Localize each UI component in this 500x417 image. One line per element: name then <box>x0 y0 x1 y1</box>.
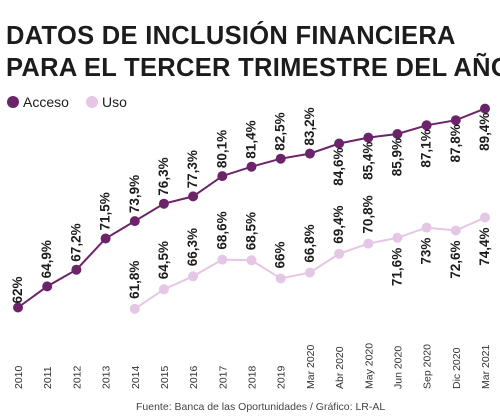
data-label-uso: 61,8% <box>127 261 142 299</box>
x-tick-label: May 2020 <box>363 343 375 389</box>
point-acceso <box>217 171 228 182</box>
point-acceso <box>100 233 111 244</box>
legend-marker-acceso <box>7 96 19 108</box>
x-tick-label: Mar 2020 <box>305 344 317 389</box>
x-tick-label: 2013 <box>101 365 113 389</box>
point-uso <box>158 284 169 295</box>
point-acceso <box>158 198 169 209</box>
data-label-uso: 74,4% <box>477 228 492 266</box>
point-acceso <box>392 129 403 139</box>
point-acceso <box>450 115 461 126</box>
chart-subtitle: PARA EL TERCER TRIMESTRE DEL AÑO <box>6 52 500 82</box>
point-acceso <box>42 281 53 292</box>
x-tick-label: 2016 <box>188 365 200 389</box>
data-label-uso: 66,8% <box>302 224 317 262</box>
data-label-uso: 64,5% <box>156 241 171 279</box>
point-uso <box>363 238 374 249</box>
data-label-acceso: 73,9% <box>127 175 142 213</box>
data-label-uso: 71,6% <box>389 248 404 286</box>
data-label-acceso: 87,8% <box>448 124 463 162</box>
data-label-acceso: 87,1% <box>419 129 434 167</box>
data-label-acceso: 81,4% <box>244 120 259 158</box>
point-uso <box>334 248 345 259</box>
data-label-acceso: 76,3% <box>156 157 171 195</box>
point-acceso <box>480 103 490 114</box>
point-acceso <box>129 216 140 227</box>
x-tick-label: 2019 <box>276 365 288 389</box>
x-tick-label: Mar 2021 <box>480 344 492 389</box>
x-tick-label: 2017 <box>217 365 229 389</box>
point-acceso <box>304 148 315 159</box>
legend-marker-uso <box>86 96 98 108</box>
data-label-uso: 73% <box>419 238 434 265</box>
data-label-uso: 68,5% <box>244 212 259 250</box>
point-uso <box>275 273 286 284</box>
point-acceso <box>71 264 82 275</box>
data-label-uso: 72,6% <box>448 241 463 279</box>
x-tick-label: 2014 <box>130 365 142 389</box>
data-label-uso: 66% <box>273 241 288 268</box>
data-label-acceso: 77,3% <box>185 150 200 188</box>
data-label-acceso: 84,6% <box>331 148 346 186</box>
x-tick-label: 2012 <box>71 365 83 389</box>
point-uso <box>480 212 490 223</box>
point-uso <box>421 222 432 233</box>
data-label-uso: 70,8% <box>360 195 375 233</box>
point-acceso <box>188 191 199 202</box>
data-label-acceso: 89,4% <box>477 113 492 151</box>
chart-title: DATOS DE INCLUSIÓN FINANCIERA <box>6 20 456 50</box>
data-label-uso: 69,4% <box>331 206 346 244</box>
legend-label-uso: Uso <box>102 94 127 110</box>
source-note: Fuente: Banca de las Oportunidades / Grá… <box>136 401 385 413</box>
point-acceso <box>334 138 345 149</box>
plot-area: 62% 64,9% 67,2% 71,5% 73,9% 76,3% 77,3% 80,1% 81… <box>10 103 492 314</box>
x-tick-label: Dic 2020 <box>451 347 463 389</box>
point-acceso <box>246 161 257 172</box>
legend: Acceso Uso <box>7 94 127 110</box>
point-acceso <box>275 153 286 164</box>
data-label-acceso: 62% <box>10 276 25 303</box>
data-label-acceso: 82,5% <box>273 112 288 150</box>
x-tick-label: 2011 <box>42 366 54 389</box>
point-uso <box>246 255 257 266</box>
point-uso <box>188 271 199 282</box>
point-uso <box>217 254 228 265</box>
data-label-acceso: 85,9% <box>389 138 404 176</box>
x-axis: 2010 2011 2012 2013 2014 2015 2016 2017 2018 2019… <box>13 343 492 389</box>
x-tick-label: 2018 <box>247 365 259 389</box>
x-tick-label: Sep 2020 <box>422 344 434 389</box>
legend-label-acceso: Acceso <box>23 94 69 110</box>
point-acceso <box>421 120 432 131</box>
point-uso <box>392 232 403 243</box>
data-label-acceso: 80,1% <box>214 130 229 168</box>
x-tick-label: Jun 2020 <box>392 346 404 389</box>
x-tick-label: 2010 <box>13 365 25 389</box>
data-label-uso: 66,3% <box>185 228 200 266</box>
data-label-acceso: 64,9% <box>39 240 54 278</box>
data-label-acceso: 83,2% <box>302 107 317 145</box>
data-label-acceso: 71,5% <box>98 192 113 230</box>
point-acceso <box>13 302 23 313</box>
x-tick-label: Abr 2020 <box>334 346 346 389</box>
point-uso <box>450 225 461 236</box>
data-label-uso: 68,6% <box>214 211 229 249</box>
point-uso <box>304 267 315 278</box>
data-label-acceso: 85,4% <box>360 142 375 180</box>
point-acceso <box>363 132 374 143</box>
data-label-acceso: 67,2% <box>68 223 83 261</box>
point-uso <box>129 303 140 314</box>
x-tick-label: 2015 <box>159 365 171 389</box>
